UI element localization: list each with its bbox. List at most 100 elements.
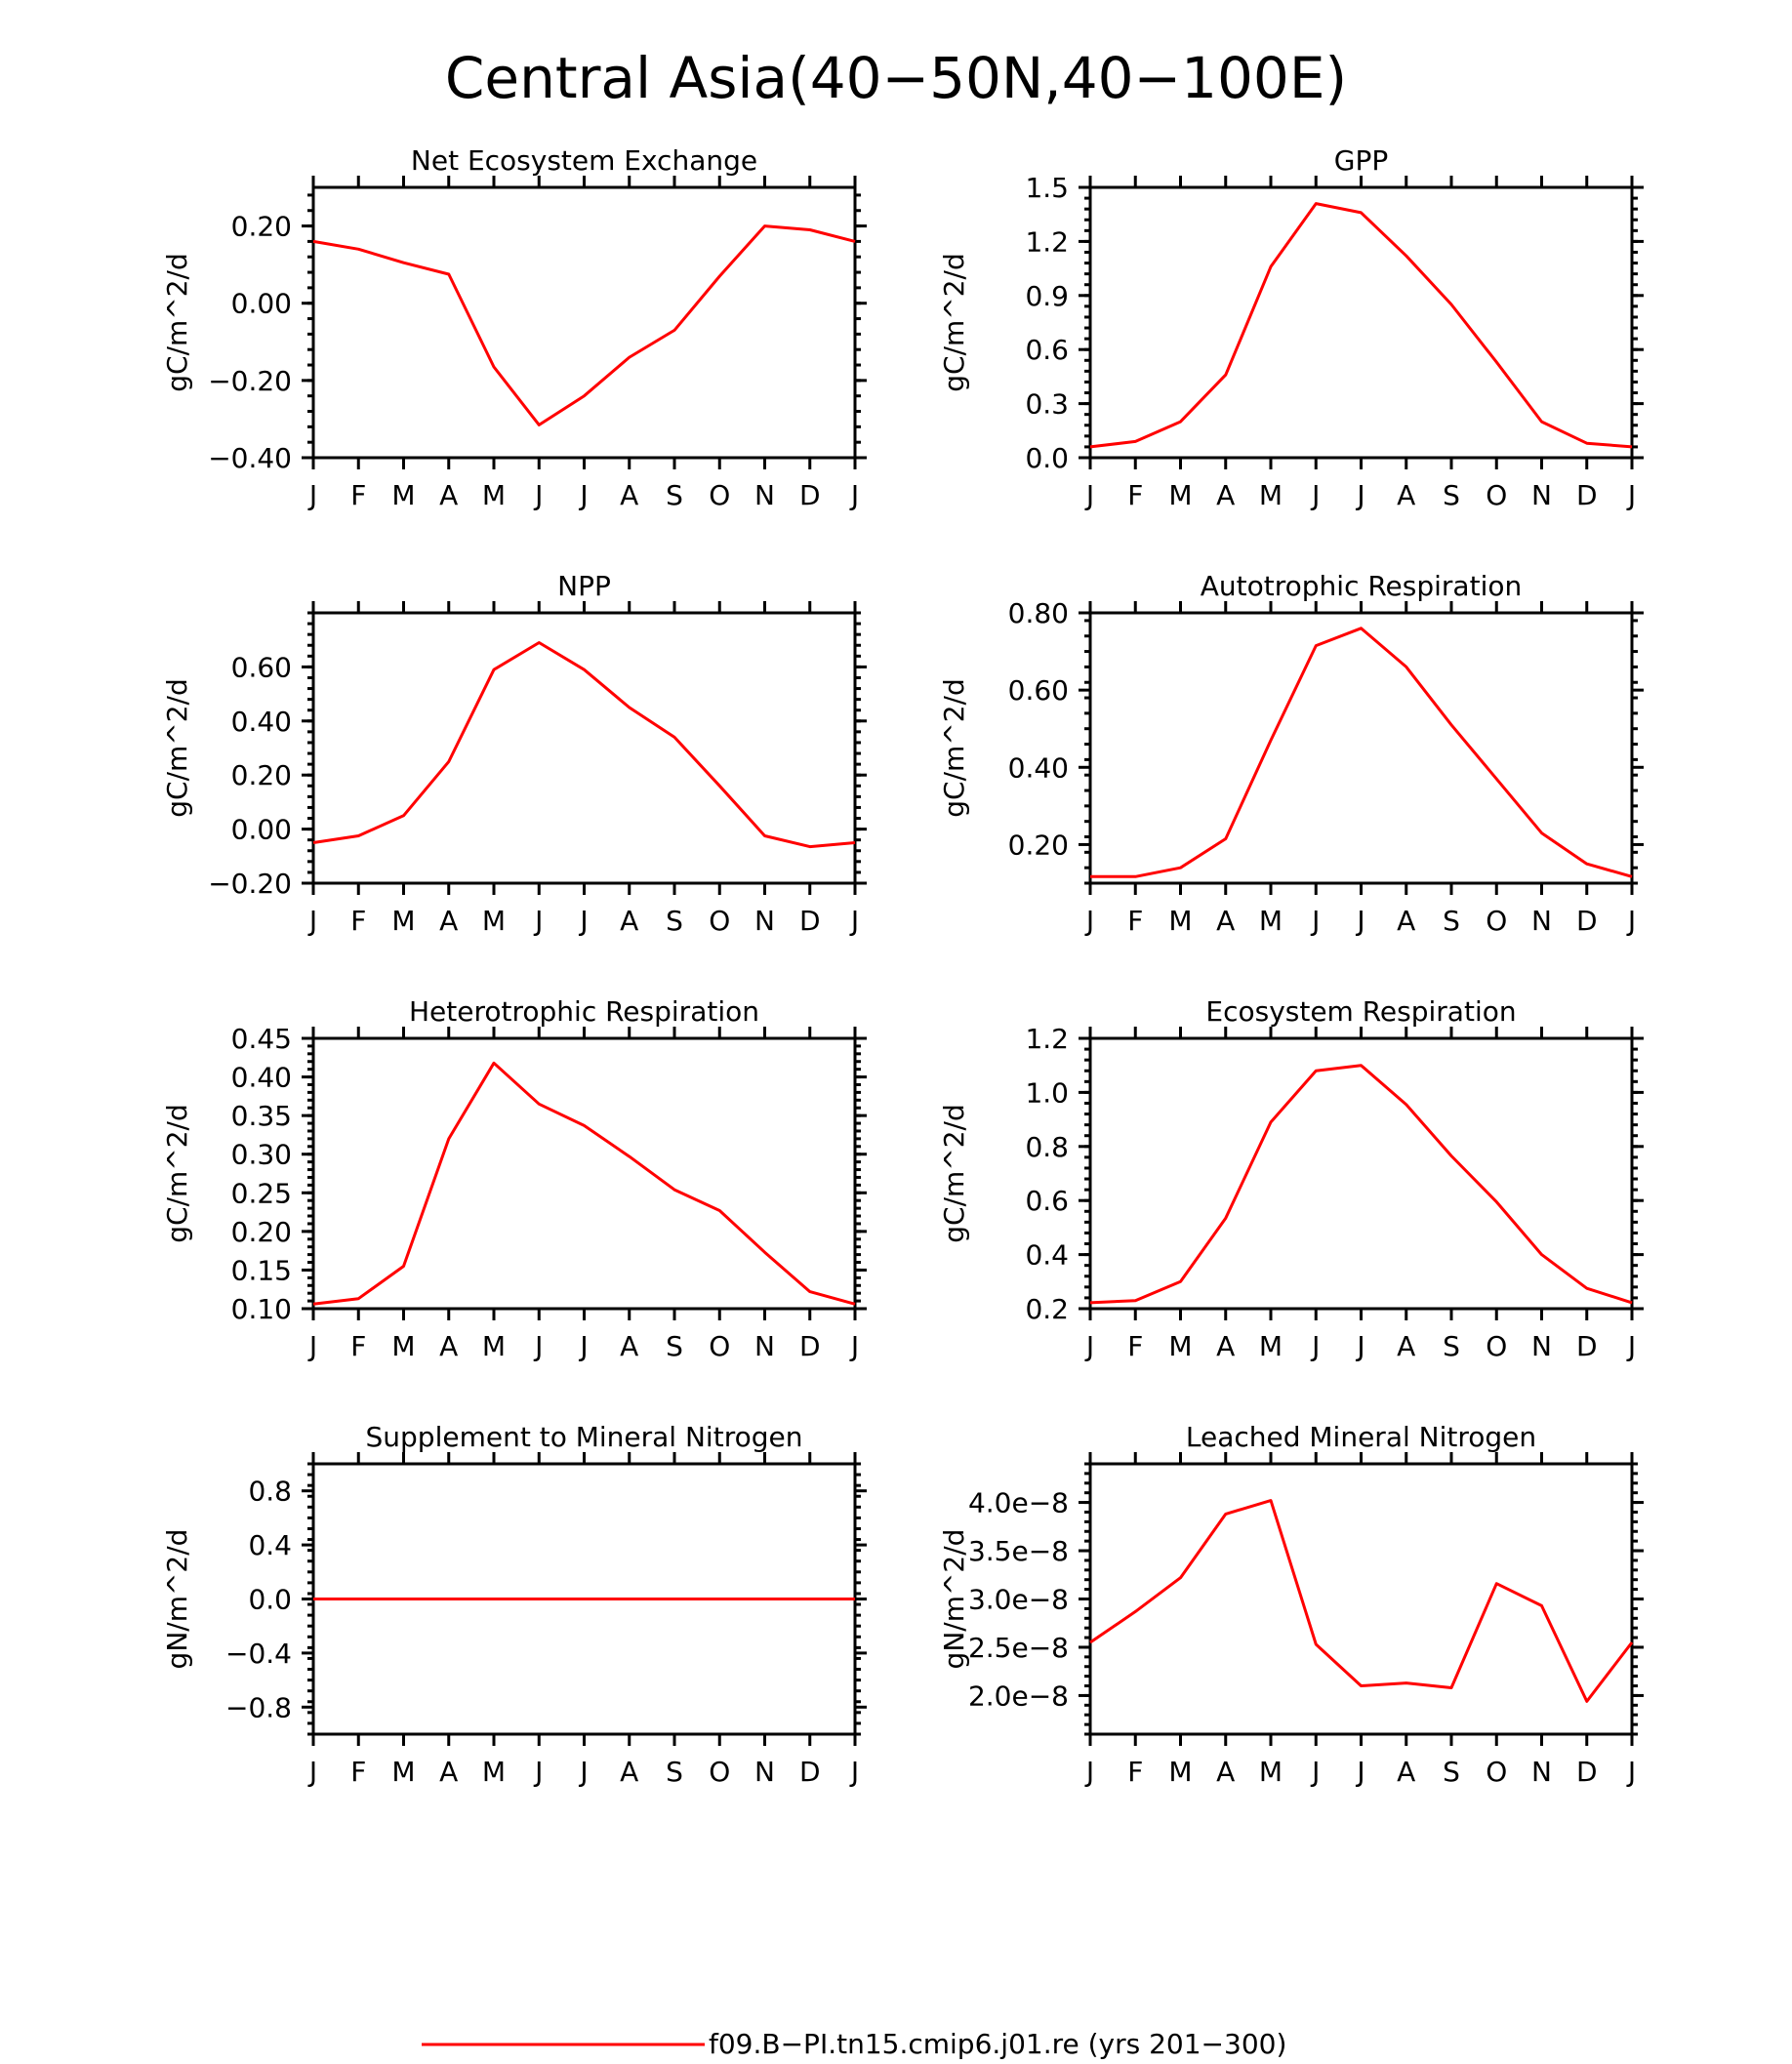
y-tick-label: −0.4 bbox=[225, 1638, 292, 1670]
plot-frame bbox=[1088, 185, 1634, 460]
plot-frame bbox=[1088, 611, 1634, 885]
x-tick-label: D bbox=[799, 905, 821, 937]
panel-title: Supplement to Mineral Nitrogen bbox=[366, 1421, 803, 1453]
x-tick-label: A bbox=[439, 1330, 458, 1362]
x-tick-label: N bbox=[754, 479, 775, 511]
x-tick-label: N bbox=[1531, 1330, 1552, 1362]
x-tick-label: M bbox=[1168, 1756, 1192, 1788]
y-tick-label: 0.6 bbox=[1025, 1185, 1069, 1217]
x-tick-label: O bbox=[709, 1330, 730, 1362]
x-tick-label: J bbox=[533, 1330, 543, 1362]
y-tick-label: 0.4 bbox=[248, 1529, 292, 1561]
legend-label: f09.B−PI.tn15.cmip6.j01.re (yrs 201−300) bbox=[709, 2028, 1286, 2060]
plot-frame bbox=[1088, 1462, 1634, 1736]
series-line bbox=[1090, 627, 1633, 878]
x-tick-label: M bbox=[1259, 479, 1283, 511]
x-tick-label: N bbox=[1531, 905, 1552, 937]
x-tick-label: J bbox=[533, 1756, 543, 1788]
y-tick-label: 3.5e−8 bbox=[968, 1535, 1069, 1567]
y-tick-label: 0.00 bbox=[231, 814, 292, 846]
x-tick-label: A bbox=[1216, 1756, 1235, 1788]
y-tick-label: 0.40 bbox=[1008, 751, 1069, 784]
y-tick-label: 0.40 bbox=[231, 1062, 292, 1094]
y-tick-label: 0.8 bbox=[1025, 1131, 1069, 1163]
x-tick-label: S bbox=[666, 905, 683, 937]
x-tick-label: F bbox=[1127, 479, 1143, 511]
x-tick-label: D bbox=[1576, 1330, 1598, 1362]
y-tick-label: 0.20 bbox=[231, 759, 292, 791]
x-tick-label: J bbox=[1626, 1330, 1636, 1362]
y-tick-label: −0.20 bbox=[208, 868, 292, 900]
x-tick-label: J bbox=[578, 479, 588, 511]
x-tick-label: N bbox=[1531, 479, 1552, 511]
y-tick-label: 0.30 bbox=[231, 1139, 292, 1171]
y-tick-label: 0.2 bbox=[1025, 1293, 1069, 1325]
x-tick-label: J bbox=[1355, 1756, 1364, 1788]
x-tick-label: M bbox=[1259, 905, 1283, 937]
main-title: Central Asia(40−50N,40−100E) bbox=[445, 45, 1347, 111]
plot-frame bbox=[311, 611, 857, 885]
x-tick-label: A bbox=[1397, 1330, 1415, 1362]
x-tick-label: J bbox=[1355, 905, 1364, 937]
x-tick-label: A bbox=[620, 905, 638, 937]
y-tick-label: 0.20 bbox=[231, 1216, 292, 1248]
y-axis-label: gC/m^2/d bbox=[938, 253, 970, 392]
y-tick-label: 0.6 bbox=[1025, 334, 1069, 366]
y-tick-label: 0.10 bbox=[231, 1293, 292, 1325]
y-axis-label: gC/m^2/d bbox=[161, 253, 193, 392]
y-tick-label: 1.2 bbox=[1025, 1023, 1069, 1055]
x-tick-label: D bbox=[799, 1330, 821, 1362]
x-tick-label: J bbox=[307, 1330, 317, 1362]
series-line bbox=[312, 1061, 856, 1306]
series-line bbox=[1089, 1499, 1634, 1703]
x-tick-label: J bbox=[578, 1756, 588, 1788]
x-tick-label: J bbox=[533, 905, 543, 937]
x-tick-label: O bbox=[709, 1756, 730, 1788]
panel-title: Ecosystem Respiration bbox=[1205, 995, 1516, 1028]
x-tick-label: J bbox=[307, 479, 317, 511]
y-axis-label: gC/m^2/d bbox=[161, 678, 193, 818]
x-tick-label: A bbox=[1397, 1756, 1415, 1788]
x-tick-label: F bbox=[1127, 1330, 1143, 1362]
x-tick-label: J bbox=[1084, 1330, 1094, 1362]
panel-title: GPP bbox=[1334, 144, 1388, 177]
y-axis-label: gN/m^2/d bbox=[161, 1529, 193, 1670]
y-tick-label: 0.0 bbox=[1025, 442, 1069, 474]
x-tick-label: S bbox=[666, 1756, 683, 1788]
y-tick-label: 0.20 bbox=[231, 211, 292, 243]
x-tick-label: J bbox=[1310, 1756, 1320, 1788]
x-tick-label: M bbox=[482, 905, 506, 937]
x-tick-label: N bbox=[754, 1756, 775, 1788]
x-tick-label: J bbox=[578, 905, 588, 937]
panel-7: Supplement to Mineral Nitrogen gN/m^2/d J F… bbox=[161, 1421, 867, 1788]
y-tick-label: 0.4 bbox=[1025, 1239, 1069, 1272]
x-tick-label: J bbox=[533, 479, 543, 511]
x-tick-label: J bbox=[1310, 1330, 1320, 1362]
panel-title: NPP bbox=[557, 570, 611, 602]
y-tick-label: 0.40 bbox=[231, 706, 292, 738]
y-tick-label: 2.5e−8 bbox=[968, 1632, 1069, 1664]
y-tick-label: 0.8 bbox=[248, 1476, 292, 1508]
x-tick-label: N bbox=[1531, 1756, 1552, 1788]
x-tick-label: S bbox=[1443, 905, 1460, 937]
y-tick-label: −0.20 bbox=[208, 365, 292, 397]
x-tick-label: M bbox=[482, 1756, 506, 1788]
y-tick-label: 1.2 bbox=[1025, 225, 1069, 258]
x-tick-label: M bbox=[391, 479, 415, 511]
series-line bbox=[1089, 1064, 1633, 1305]
x-tick-label: M bbox=[1259, 1756, 1283, 1788]
x-tick-label: J bbox=[1084, 905, 1094, 937]
y-tick-label: 0.35 bbox=[231, 1100, 292, 1132]
plot-frame bbox=[1088, 1036, 1634, 1311]
x-tick-label: J bbox=[307, 1756, 317, 1788]
x-tick-label: A bbox=[1397, 479, 1415, 511]
y-tick-label: −0.8 bbox=[225, 1691, 292, 1723]
x-tick-label: O bbox=[709, 479, 730, 511]
x-tick-label: A bbox=[439, 479, 458, 511]
x-tick-label: M bbox=[1168, 905, 1192, 937]
x-tick-label: J bbox=[849, 1756, 859, 1788]
